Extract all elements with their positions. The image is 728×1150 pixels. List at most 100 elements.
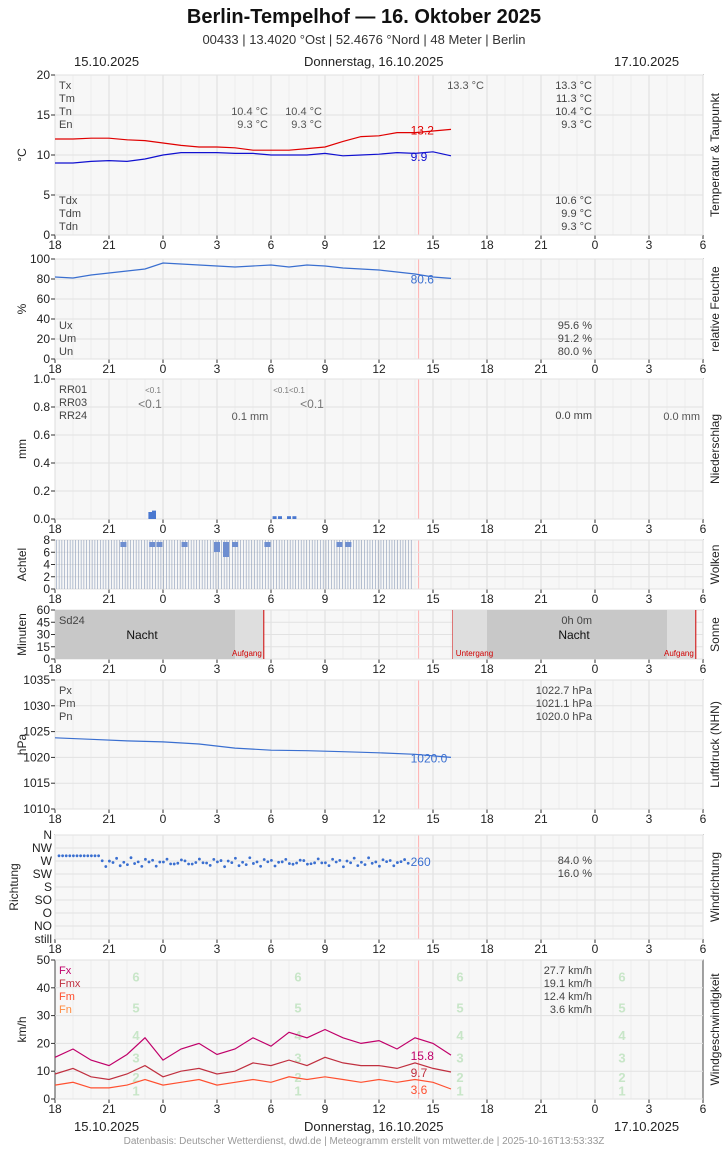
night-block-1 [55, 610, 235, 659]
panel-0-series-1-line [55, 151, 452, 164]
wind-dir-point [324, 861, 327, 865]
panel-5-ytick-label: 1015 [23, 776, 50, 790]
wind-dir-point [288, 862, 291, 865]
press-stat-value: 1021.1 hPa [536, 698, 593, 710]
wind-dir-point [334, 860, 338, 864]
beaufort-label: 1 [456, 1084, 463, 1099]
panel-7-xtick-label: 12 [372, 1102, 386, 1116]
wind-dir-point [399, 860, 403, 864]
panel-4-xtick-label: 21 [534, 662, 548, 676]
press-stat-label: Px [59, 685, 72, 697]
panel-3-xtick-label: 9 [322, 592, 329, 606]
date-left-top: 15.10.2025 [74, 54, 140, 69]
panel-5-ytick-label: 1025 [23, 725, 50, 739]
panel-1-ytick-label: 100 [30, 252, 50, 266]
wind-dir-point [248, 856, 252, 860]
precip-annotation: 0.1 mm [232, 411, 269, 423]
panel-7-xtick-label: 21 [534, 1102, 548, 1116]
panel-4-xtick-label: 18 [480, 662, 494, 676]
wind-dir-point [266, 860, 270, 864]
panel-7-xtick-label: 6 [268, 1102, 275, 1116]
panel-2-ytick-label: 0.6 [33, 428, 50, 442]
precip-annotation: 0.0 mm [663, 411, 700, 423]
hum-stat-value: 80.0 % [558, 346, 592, 358]
wind-dir-point [176, 861, 180, 865]
beaufort-label: 6 [132, 970, 139, 985]
panel-7-ytick-label: 30 [37, 1009, 51, 1023]
wind-dir-point [201, 861, 205, 865]
dew-stat-label: Tdn [59, 221, 78, 233]
wind-dir-point [309, 862, 313, 866]
wind-dir-point [270, 858, 273, 862]
panel-0-xtick-label: 6 [700, 238, 707, 252]
temp-stat-val2: 9.3 °C [291, 119, 322, 131]
precip-bar [292, 516, 297, 519]
beaufort-label: 3 [456, 1050, 463, 1065]
temp-stat-value: 11.3 °C [556, 93, 592, 105]
panel-5-ytick-label: 1030 [23, 699, 50, 713]
panel-3-xtick-label: 21 [534, 592, 548, 606]
wind-dir-point [194, 861, 198, 864]
panel-0-xtick-label: 21 [102, 238, 116, 252]
panel-7-series-2-line [54, 1076, 452, 1090]
wind-dir-point [280, 860, 284, 864]
wind-dir-point [208, 864, 212, 867]
wind-dir-point [406, 861, 410, 865]
beaufort-label: 3 [618, 1050, 625, 1065]
panel-1-ylabel: % [15, 303, 29, 314]
wind-stat-label: Fn [59, 1004, 72, 1016]
panel-1-xtick-label: 3 [646, 362, 653, 376]
temp-stat-value: 9.3 °C [561, 119, 592, 131]
wind-dir-point [115, 856, 118, 860]
hum-stat-value: 95.6 % [558, 320, 592, 332]
precip-stat-label: RR01 [59, 384, 87, 396]
wind-dir-point [388, 859, 392, 862]
temp-extra-value: 13.3 °C [447, 80, 484, 92]
panel-6-title: Windrichtung [708, 852, 722, 922]
panel-0-series-0-line [55, 128, 452, 151]
panel-5-xtick-label: 3 [646, 812, 653, 826]
panel-4-xtick-label: 0 [160, 662, 167, 676]
wind-dir-point [219, 859, 223, 862]
wind-dir-point [306, 862, 309, 866]
panel-7-series-1-line [54, 1056, 452, 1081]
panel-1-ytick-label: 60 [37, 292, 51, 306]
panel-5-xtick-label: 6 [700, 812, 707, 826]
panel-5-title: Luftdruck (NHN) [708, 701, 722, 788]
wind-dir-point [352, 856, 356, 860]
wind-dir-point [79, 854, 82, 858]
panel-2-ylabel: mm [15, 439, 29, 459]
temp-stat-val2: 10.4 °C [285, 106, 322, 118]
panel-1-series-0-line [54, 262, 452, 279]
panel-3-xtick-label: 6 [268, 592, 275, 606]
wind-dir-point [169, 862, 173, 866]
panel-5-ytick-label: 1010 [23, 802, 50, 816]
cloud-gap-mark [345, 542, 352, 547]
panel-6-ytick-label: W [41, 854, 53, 868]
panel-4-xtick-label: 12 [372, 662, 386, 676]
panel-6-ytick-label: S [44, 880, 52, 894]
panel-1-xtick-label: 6 [268, 362, 275, 376]
precip-stat-label: RR24 [59, 410, 87, 422]
panel-7-ytick-label: 50 [37, 953, 51, 967]
beaufort-label: 5 [294, 1000, 301, 1015]
panel-7-ylabel: km/h [15, 1016, 29, 1042]
wind-dir-point [64, 854, 68, 858]
wind-dir-point [360, 860, 363, 864]
wind-dir-point [370, 861, 374, 865]
panel-2-xtick-label: 12 [372, 522, 386, 536]
panel-6-xtick-label: 18 [48, 942, 62, 956]
wind-dir-stat-value: 84.0 % [558, 855, 592, 867]
panel-0-xtick-label: 15 [426, 238, 440, 252]
panel-0-xtick-label: 3 [646, 238, 653, 252]
wind-stat-value: 27.7 km/h [544, 965, 592, 977]
panel-6-xtick-label: 21 [102, 942, 116, 956]
press-stat-label: Pn [59, 711, 72, 723]
panel-7-xtick-label: 15 [426, 1102, 440, 1116]
wind-stat-value: 3.6 km/h [550, 1004, 592, 1016]
dew-stat-label: Tdm [59, 208, 81, 220]
wind-dir-point [316, 857, 320, 861]
panel-4-xtick-label: 3 [646, 662, 653, 676]
wind-dir-point [140, 864, 144, 868]
hum-stat-value: 91.2 % [558, 333, 592, 345]
